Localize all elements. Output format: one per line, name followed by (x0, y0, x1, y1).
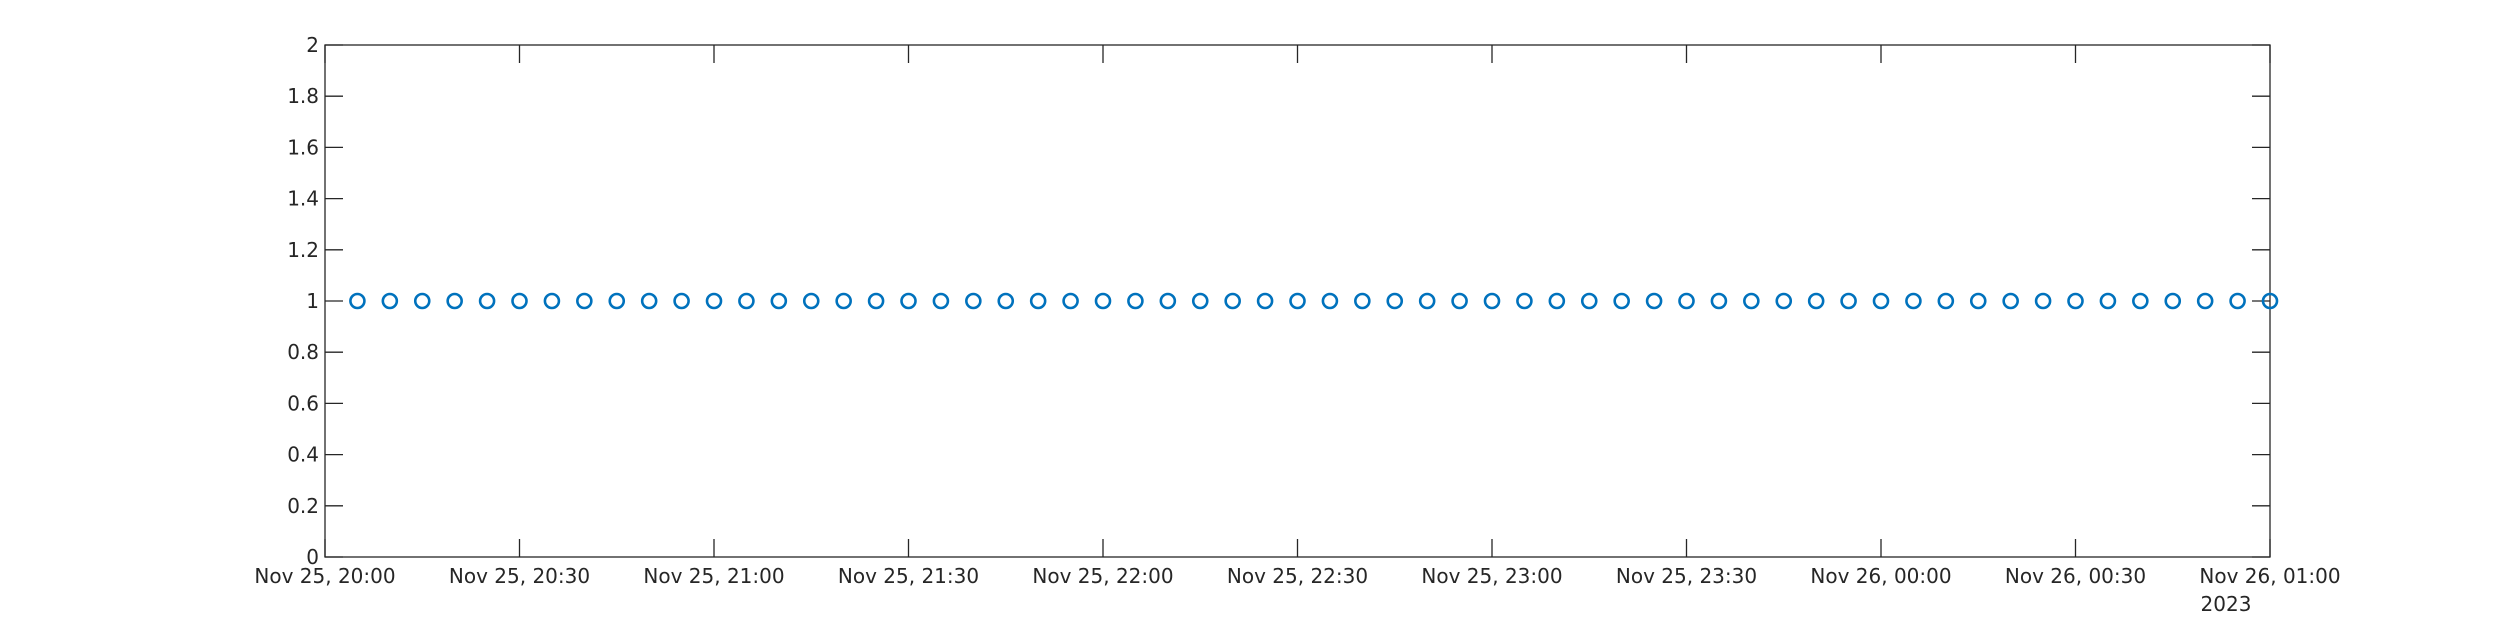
data-point (608, 292, 626, 310)
data-point (965, 292, 982, 310)
data-point (1710, 292, 1728, 310)
data-point (2034, 292, 2052, 310)
data-point (1386, 292, 1404, 310)
data-point (1840, 292, 1857, 310)
data-point (1613, 292, 1630, 310)
x-tick-label: Nov 26, 00:30 (2005, 564, 2146, 588)
y-tick-label: 0.8 (287, 340, 319, 364)
data-point (770, 292, 788, 310)
x-tick-label: Nov 26, 00:00 (1810, 564, 1951, 588)
y-tick-label: 0.4 (287, 443, 319, 467)
data-point (381, 292, 399, 310)
data-point (2164, 292, 2182, 310)
data-point (2261, 292, 2279, 310)
data-point (576, 292, 593, 310)
data-point (1807, 292, 1825, 310)
data-point (1029, 292, 1047, 310)
plot-box (324, 44, 2271, 558)
data-point (997, 292, 1015, 310)
y-ticks: 0 0.2 0.4 0.6 0.8 1 1.2 1.4 1.6 1.8 2 (287, 33, 2270, 569)
data-point (738, 292, 755, 310)
data-point (1580, 292, 1598, 310)
data-point (1969, 292, 1987, 310)
data-point (1289, 292, 1306, 310)
axes (324, 44, 2271, 558)
data-point (1224, 292, 1241, 310)
data-point (2002, 292, 2019, 310)
y-tick-label: 0.6 (287, 391, 319, 415)
data-point (2229, 292, 2246, 310)
data-point (1872, 292, 1890, 310)
x-tick-label: Nov 25, 22:30 (1227, 564, 1368, 588)
data-point (867, 292, 885, 310)
data-point (1354, 292, 1371, 310)
data-point (1743, 292, 1760, 310)
data-point (835, 292, 852, 310)
data-point (1678, 292, 1695, 310)
x-tick-label: Nov 25, 21:00 (643, 564, 784, 588)
y-tick-label: 0.2 (287, 494, 319, 518)
data-point (1062, 292, 1079, 310)
data-point (446, 292, 463, 310)
data-point (640, 292, 658, 310)
data-point (2196, 292, 2214, 310)
data-point (349, 292, 366, 310)
x-axis-secondary-label: 2023 (2201, 592, 2252, 616)
data-point (1775, 292, 1793, 310)
data-point (413, 292, 431, 310)
y-tick-label: 2 (306, 33, 319, 57)
data-markers (349, 292, 2279, 310)
data-point (1483, 292, 1501, 310)
data-point (1127, 292, 1144, 310)
x-tick-label: Nov 26, 01:00 (2199, 564, 2340, 588)
data-point (673, 292, 690, 310)
y-tick-label: 0 (306, 545, 319, 569)
data-point (1256, 292, 1274, 310)
data-point (932, 292, 950, 310)
data-point (900, 292, 917, 310)
data-point (511, 292, 528, 310)
data-point (802, 292, 820, 310)
x-tick-label: Nov 25, 21:30 (838, 564, 979, 588)
data-point (1159, 292, 1177, 310)
data-point (1321, 292, 1339, 310)
y-tick-label: 1.8 (287, 84, 319, 108)
x-ticks: Nov 25, 20:00 Nov 25, 20:30 Nov 25, 21:00 N… (254, 45, 2341, 588)
x-tick-label: Nov 25, 20:30 (449, 564, 590, 588)
data-point (478, 292, 496, 310)
data-point (1094, 292, 1112, 310)
y-tick-label: 1.4 (287, 187, 319, 211)
data-point (1191, 292, 1209, 310)
data-point (1516, 292, 1533, 310)
data-point (1418, 292, 1436, 310)
x-tick-label: Nov 25, 23:30 (1616, 564, 1757, 588)
data-point (1937, 292, 1955, 310)
y-tick-label: 1.2 (287, 238, 319, 262)
data-point (1645, 292, 1663, 310)
data-point (1548, 292, 1566, 310)
data-point (705, 292, 723, 310)
y-tick-label: 1.6 (287, 135, 319, 159)
data-point (543, 292, 561, 310)
data-point (1451, 292, 1468, 310)
y-tick-label: 1 (306, 289, 319, 313)
x-tick-label: Nov 25, 20:00 (254, 564, 395, 588)
data-point (1905, 292, 1922, 310)
data-point (2132, 292, 2149, 310)
data-point (2067, 292, 2084, 310)
data-point (2099, 292, 2117, 310)
x-tick-label: Nov 25, 22:00 (1032, 564, 1173, 588)
x-tick-label: Nov 25, 23:00 (1421, 564, 1562, 588)
